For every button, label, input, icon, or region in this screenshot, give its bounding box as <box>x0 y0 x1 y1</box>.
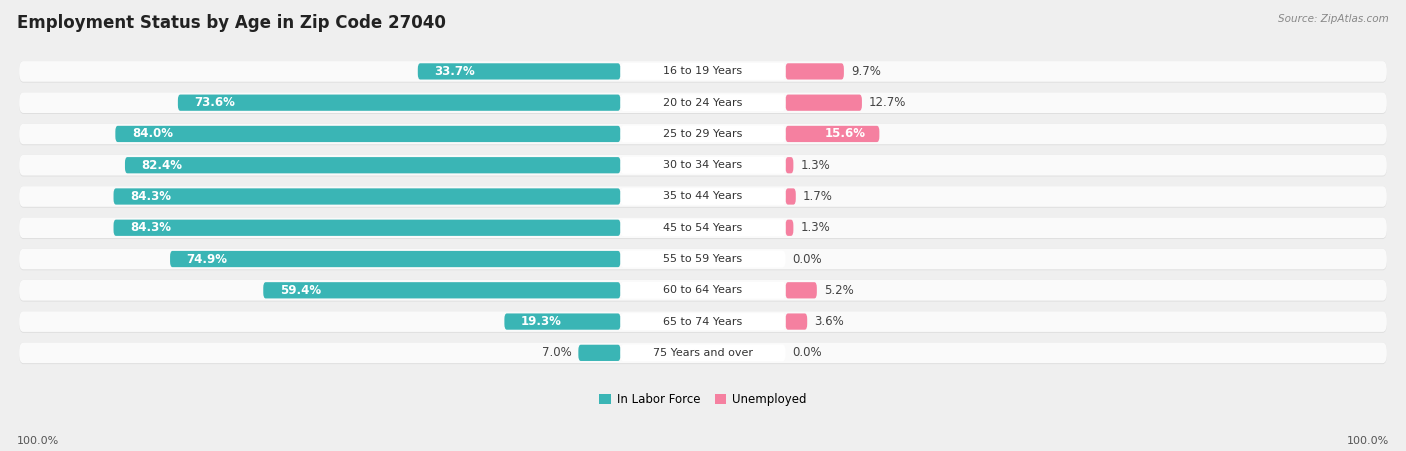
FancyBboxPatch shape <box>20 217 1386 238</box>
Text: 84.0%: 84.0% <box>132 128 173 140</box>
FancyBboxPatch shape <box>20 249 1386 270</box>
FancyBboxPatch shape <box>786 313 807 330</box>
FancyBboxPatch shape <box>20 124 1386 145</box>
FancyBboxPatch shape <box>114 220 620 236</box>
Text: 3.6%: 3.6% <box>814 315 844 328</box>
Text: 100.0%: 100.0% <box>17 437 59 446</box>
Text: 75 Years and over: 75 Years and over <box>652 348 754 358</box>
Text: Employment Status by Age in Zip Code 27040: Employment Status by Age in Zip Code 270… <box>17 14 446 32</box>
Legend: In Labor Force, Unemployed: In Labor Force, Unemployed <box>599 393 807 406</box>
Text: 59.4%: 59.4% <box>280 284 321 297</box>
Text: 35 to 44 Years: 35 to 44 Years <box>664 192 742 202</box>
Text: 1.3%: 1.3% <box>800 159 830 172</box>
FancyBboxPatch shape <box>620 251 786 267</box>
Text: 5.2%: 5.2% <box>824 284 853 297</box>
Text: 33.7%: 33.7% <box>434 65 475 78</box>
FancyBboxPatch shape <box>170 251 620 267</box>
Text: 20 to 24 Years: 20 to 24 Years <box>664 98 742 108</box>
Text: 7.0%: 7.0% <box>541 346 571 359</box>
FancyBboxPatch shape <box>263 282 620 299</box>
FancyBboxPatch shape <box>620 313 786 330</box>
FancyBboxPatch shape <box>20 61 1386 82</box>
Text: 9.7%: 9.7% <box>851 65 880 78</box>
FancyBboxPatch shape <box>786 282 817 299</box>
FancyBboxPatch shape <box>620 282 786 299</box>
FancyBboxPatch shape <box>179 95 620 111</box>
Text: 45 to 54 Years: 45 to 54 Years <box>664 223 742 233</box>
Text: 55 to 59 Years: 55 to 59 Years <box>664 254 742 264</box>
Text: 73.6%: 73.6% <box>194 96 235 109</box>
Text: 65 to 74 Years: 65 to 74 Years <box>664 317 742 327</box>
FancyBboxPatch shape <box>114 189 620 205</box>
FancyBboxPatch shape <box>20 311 1386 332</box>
FancyBboxPatch shape <box>20 311 1386 333</box>
Text: 1.3%: 1.3% <box>800 221 830 234</box>
FancyBboxPatch shape <box>786 220 793 236</box>
FancyBboxPatch shape <box>578 345 620 361</box>
FancyBboxPatch shape <box>20 92 1386 114</box>
FancyBboxPatch shape <box>786 189 796 205</box>
FancyBboxPatch shape <box>786 126 879 142</box>
Text: 30 to 34 Years: 30 to 34 Years <box>664 160 742 170</box>
Text: 15.6%: 15.6% <box>824 128 866 140</box>
Text: 25 to 29 Years: 25 to 29 Years <box>664 129 742 139</box>
FancyBboxPatch shape <box>20 217 1386 239</box>
FancyBboxPatch shape <box>20 342 1386 364</box>
Text: 12.7%: 12.7% <box>869 96 907 109</box>
Text: 1.7%: 1.7% <box>803 190 832 203</box>
Text: 0.0%: 0.0% <box>793 253 823 266</box>
Text: Source: ZipAtlas.com: Source: ZipAtlas.com <box>1278 14 1389 23</box>
FancyBboxPatch shape <box>786 95 862 111</box>
FancyBboxPatch shape <box>620 219 786 236</box>
FancyBboxPatch shape <box>20 342 1386 363</box>
Text: 82.4%: 82.4% <box>142 159 183 172</box>
FancyBboxPatch shape <box>620 125 786 143</box>
Text: 74.9%: 74.9% <box>187 253 228 266</box>
FancyBboxPatch shape <box>20 249 1386 269</box>
FancyBboxPatch shape <box>620 188 786 205</box>
FancyBboxPatch shape <box>125 157 620 173</box>
Text: 19.3%: 19.3% <box>520 315 562 328</box>
FancyBboxPatch shape <box>20 186 1386 208</box>
Text: 0.0%: 0.0% <box>793 346 823 359</box>
FancyBboxPatch shape <box>115 126 620 142</box>
FancyBboxPatch shape <box>786 63 844 79</box>
Text: 60 to 64 Years: 60 to 64 Years <box>664 285 742 295</box>
FancyBboxPatch shape <box>20 186 1386 207</box>
Text: 16 to 19 Years: 16 to 19 Years <box>664 66 742 76</box>
FancyBboxPatch shape <box>620 345 786 361</box>
Text: 84.3%: 84.3% <box>129 190 172 203</box>
Text: 84.3%: 84.3% <box>129 221 172 234</box>
FancyBboxPatch shape <box>620 157 786 174</box>
FancyBboxPatch shape <box>786 157 793 173</box>
FancyBboxPatch shape <box>505 313 620 330</box>
FancyBboxPatch shape <box>20 61 1386 83</box>
FancyBboxPatch shape <box>620 94 786 111</box>
FancyBboxPatch shape <box>418 63 620 79</box>
FancyBboxPatch shape <box>20 280 1386 302</box>
Text: 100.0%: 100.0% <box>1347 437 1389 446</box>
FancyBboxPatch shape <box>20 124 1386 144</box>
FancyBboxPatch shape <box>20 155 1386 176</box>
FancyBboxPatch shape <box>20 155 1386 175</box>
FancyBboxPatch shape <box>20 280 1386 301</box>
FancyBboxPatch shape <box>20 92 1386 113</box>
FancyBboxPatch shape <box>620 63 786 80</box>
